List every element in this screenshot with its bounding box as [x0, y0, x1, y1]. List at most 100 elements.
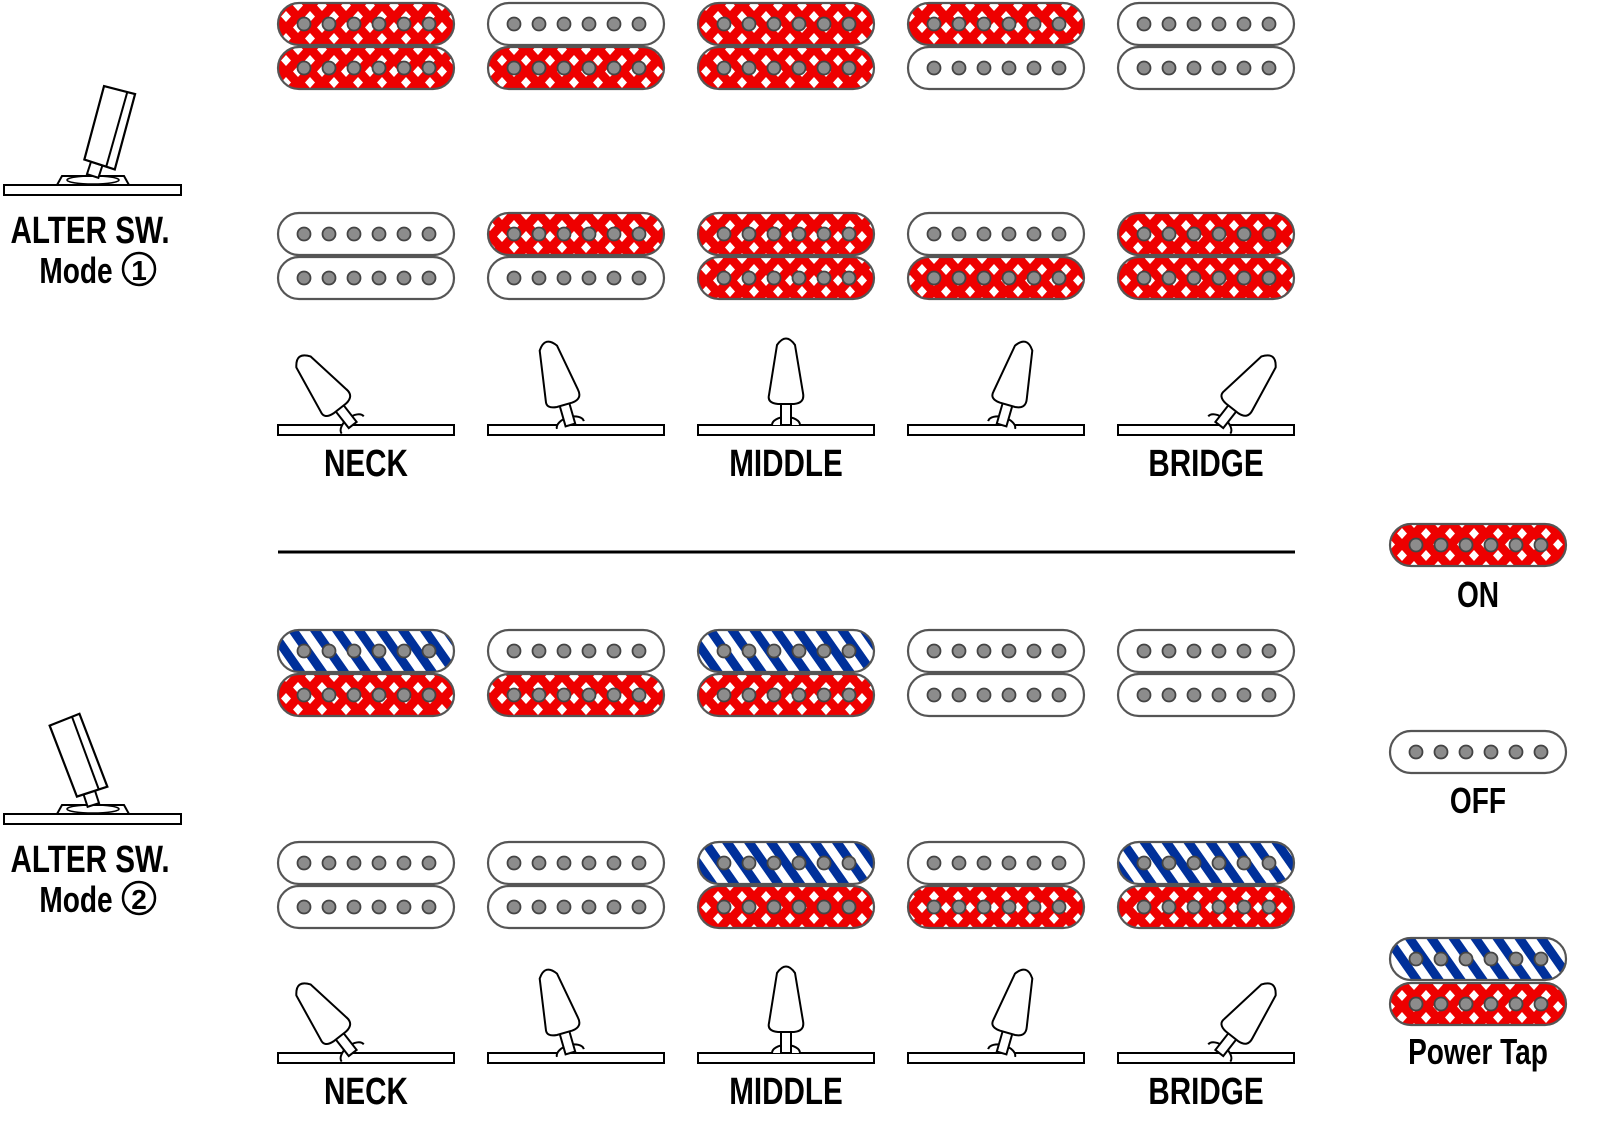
pole-piece: [1533, 951, 1549, 967]
legend-off: [1388, 729, 1568, 775]
pickup-coil-off: [906, 628, 1086, 674]
alter-switch-mode-1[interactable]: [3, 84, 182, 196]
pole-piece: [346, 60, 362, 76]
pole-piece: [1026, 687, 1042, 703]
pole-piece: [506, 60, 522, 76]
selector-lever-middle[interactable]: [697, 337, 875, 436]
pole-piece: [816, 60, 832, 76]
lever-knob[interactable]: [991, 965, 1042, 1038]
pole-piece: [1211, 899, 1227, 915]
pole-piece: [1508, 996, 1524, 1012]
lever-knob[interactable]: [991, 337, 1042, 410]
pole-piece: [506, 270, 522, 286]
pole-piece: [581, 226, 597, 242]
pole-piece: [581, 60, 597, 76]
selector-lever-bridge[interactable]: [1117, 346, 1295, 436]
pole-piece: [1236, 643, 1252, 659]
selector-lever-middle[interactable]: [697, 965, 875, 1064]
pole-piece: [321, 270, 337, 286]
pole-piece: [1001, 60, 1017, 76]
pole-piece: [741, 687, 757, 703]
pole-piece: [346, 270, 362, 286]
pickup-coil-off: [906, 840, 1086, 886]
pole-piece: [816, 855, 832, 871]
position-label-bridge: BRIDGE: [1148, 1071, 1263, 1113]
pole-piece: [296, 270, 312, 286]
pole-piece: [556, 687, 572, 703]
pole-piece: [766, 687, 782, 703]
pole-piece: [371, 60, 387, 76]
pole-piece: [1211, 855, 1227, 871]
lever-knob[interactable]: [1219, 346, 1287, 419]
pole-piece: [296, 16, 312, 32]
lever-knob[interactable]: [530, 965, 581, 1038]
pickup-mode2-row2-middle-bridge: [906, 840, 1086, 930]
pole-piece: [716, 226, 732, 242]
pole-piece: [631, 855, 647, 871]
position-label-middle: MIDDLE: [729, 443, 843, 485]
pickup-coil-on: [276, 45, 456, 91]
mode-number-circle: [121, 251, 157, 287]
pole-piece: [631, 226, 647, 242]
pickup-coil-on: [696, 211, 876, 257]
pickup-coil-off: [276, 840, 456, 886]
pole-piece: [321, 60, 337, 76]
selector-lever-neck-middle[interactable]: [487, 337, 665, 436]
alter-switch-mode-2[interactable]: [3, 712, 182, 825]
selector-lever-neck[interactable]: [277, 346, 455, 436]
pole-piece: [1051, 687, 1067, 703]
pole-piece: [1483, 996, 1499, 1012]
pole-piece: [1408, 951, 1424, 967]
selector-lever-neck-middle[interactable]: [487, 965, 665, 1064]
pickup-mode1-row2-neck: [276, 211, 456, 301]
pole-piece: [1483, 744, 1499, 760]
pole-piece: [816, 270, 832, 286]
pole-piece: [1051, 899, 1067, 915]
pole-piece: [1433, 744, 1449, 760]
pole-piece: [1483, 951, 1499, 967]
pole-piece: [1161, 855, 1177, 871]
pickup-coil-on: [276, 1, 456, 47]
pole-piece: [1261, 270, 1277, 286]
selector-lever-middle-bridge[interactable]: [907, 965, 1085, 1064]
pole-piece: [791, 270, 807, 286]
lever-knob[interactable]: [286, 974, 354, 1047]
pole-piece: [1433, 951, 1449, 967]
pole-piece: [951, 855, 967, 871]
pole-piece: [296, 643, 312, 659]
selector-lever-neck[interactable]: [277, 974, 455, 1064]
lever-knob[interactable]: [286, 346, 354, 419]
pole-piece: [321, 687, 337, 703]
pole-piece: [1408, 537, 1424, 553]
lever-knob[interactable]: [530, 337, 581, 410]
pole-piece: [1508, 744, 1524, 760]
pole-piece: [816, 687, 832, 703]
pole-piece: [396, 643, 412, 659]
legend-label: OFF: [1450, 781, 1506, 821]
pole-piece: [506, 899, 522, 915]
lever-knob[interactable]: [767, 337, 805, 405]
lever-knob[interactable]: [767, 965, 805, 1033]
pole-piece: [976, 226, 992, 242]
pickup-mode2-row1-neck-middle: [486, 628, 666, 718]
selector-lever-bridge[interactable]: [1117, 974, 1295, 1064]
pole-piece: [1051, 855, 1067, 871]
pole-piece: [371, 270, 387, 286]
pole-piece: [1186, 899, 1202, 915]
pole-piece: [371, 226, 387, 242]
pickup-coil-off: [276, 255, 456, 301]
pickup-coil-tap: [696, 840, 876, 886]
pole-piece: [1001, 899, 1017, 915]
pole-piece: [606, 687, 622, 703]
selector-lever-middle-bridge[interactable]: [907, 337, 1085, 436]
pole-piece: [371, 855, 387, 871]
pickup-mode1-row2-middle: [696, 211, 876, 301]
pole-piece: [1261, 643, 1277, 659]
pole-piece: [791, 899, 807, 915]
pole-piece: [506, 855, 522, 871]
lever-knob[interactable]: [1219, 974, 1287, 1047]
pole-piece: [396, 687, 412, 703]
pickup-mode1-row2-middle-bridge: [906, 211, 1086, 301]
pole-piece: [816, 643, 832, 659]
